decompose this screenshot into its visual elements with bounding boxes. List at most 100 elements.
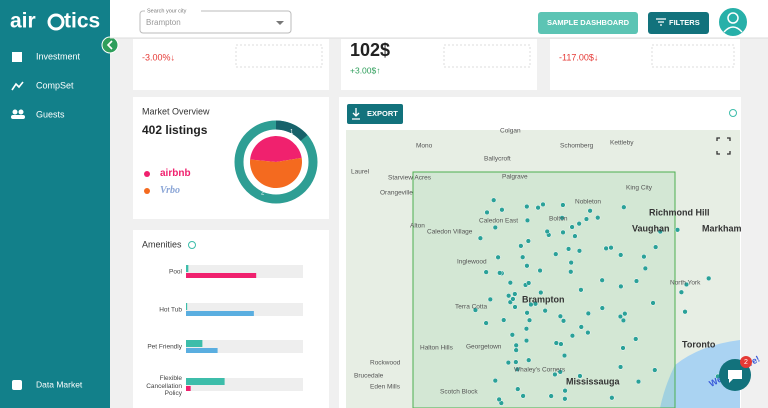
listing-dot (505, 359, 512, 366)
place-label: Georgetown (466, 344, 502, 351)
legend-swatch (144, 188, 150, 194)
listing-dot (603, 245, 609, 252)
place-label: Brampton (522, 294, 565, 304)
chevron (106, 40, 113, 50)
listing-dot (523, 337, 530, 344)
collapse-button[interactable] (101, 36, 119, 54)
listing-dot (562, 388, 568, 394)
listing-dot (542, 308, 548, 314)
listing-dot (565, 246, 572, 252)
listing-dot (622, 311, 628, 317)
listing-dot (472, 307, 479, 313)
place-label: Markham (702, 223, 742, 233)
place-label: Rockwood (370, 360, 401, 367)
info-icon[interactable] (729, 109, 737, 117)
kpi-card (550, 39, 740, 90)
listing-dot (583, 216, 590, 222)
listing-dot (513, 342, 519, 348)
listing-dot (553, 251, 559, 257)
search-box[interactable] (139, 10, 292, 34)
listing-dot (557, 313, 564, 319)
listing-dot (609, 395, 615, 401)
listing-dot (577, 373, 583, 379)
placeholder (651, 44, 735, 68)
listing-dot (544, 228, 550, 235)
export-button[interactable] (347, 104, 403, 124)
bar (186, 340, 203, 347)
listing-dot (520, 393, 526, 399)
listing-dot (483, 269, 489, 275)
place-label: Palgrave (502, 174, 528, 181)
region-boundary (412, 171, 676, 408)
place-label: North York (670, 280, 701, 287)
placeholder (443, 44, 531, 68)
listing-dot (617, 313, 624, 320)
logo-icon (47, 13, 65, 31)
place-label: King City (626, 185, 653, 192)
label-bg (145, 8, 201, 14)
nav-item[interactable]: CompSet (36, 80, 74, 90)
legend-vrbo: Vrbo (160, 185, 181, 196)
listing-dot (558, 341, 564, 347)
listing-dot (618, 252, 624, 258)
sidebar (0, 0, 110, 408)
nav-item[interactable]: Data Market (36, 379, 83, 389)
place-label: Ballycroft (484, 156, 511, 163)
nav-item[interactable]: Guests (36, 109, 65, 119)
listing-dot (678, 289, 685, 295)
listing-dot (512, 291, 518, 297)
listing-dot (526, 357, 532, 363)
logo-text: tics (64, 10, 100, 33)
filters-button[interactable] (648, 12, 709, 34)
map[interactable] (346, 130, 740, 408)
listing-dot (484, 209, 490, 216)
listing-dot (650, 300, 656, 306)
listing-dot (487, 296, 493, 303)
place-label: Colgan (500, 128, 521, 135)
listing-dot (525, 238, 531, 244)
listing-dot (559, 215, 565, 221)
place-label: Caledon Village (427, 229, 473, 236)
avatar[interactable] (717, 6, 749, 38)
listing-dot (515, 386, 521, 392)
listing-dot (562, 396, 568, 402)
listing-dot (620, 345, 626, 351)
nav-item[interactable]: Investment (36, 51, 81, 61)
listing-dot (641, 254, 647, 260)
amenity-label: Pet Friendly (147, 343, 182, 351)
listing-dot (526, 317, 533, 323)
listing-dot (518, 243, 524, 249)
place-label: Vaughan (632, 223, 670, 233)
nav-icon (18, 109, 24, 115)
download-icon (352, 108, 360, 120)
nav-icon (12, 380, 22, 390)
place-label: Scotch Block (440, 389, 478, 396)
place-label: Halton Hills (420, 345, 454, 352)
place-label: Nobleton (575, 199, 601, 206)
place-label: Inglewood (457, 259, 487, 266)
listing-dot (560, 229, 566, 236)
listing-dot (560, 318, 567, 324)
listing-dot (512, 304, 518, 310)
placeholder (235, 44, 323, 68)
listing-dot (587, 208, 593, 214)
lake (660, 340, 740, 408)
listing-dot (509, 332, 515, 338)
listing-dot (538, 289, 544, 296)
listing-dot (483, 320, 489, 326)
listing-dot (520, 254, 526, 260)
kpi-change: -117.00$↓ (559, 52, 598, 62)
listing-dot (528, 301, 534, 308)
bar (186, 303, 188, 310)
listing-dot (553, 340, 559, 346)
listing-dot (506, 293, 512, 299)
sample-button[interactable] (538, 12, 638, 34)
fullscreen-icon[interactable] (716, 137, 731, 155)
kpi-card (341, 39, 537, 90)
listing-dot (561, 352, 568, 359)
avatar-icon (723, 26, 743, 33)
listing-dot (526, 280, 532, 286)
info-icon[interactable] (188, 241, 196, 249)
listing-dot (510, 296, 516, 302)
